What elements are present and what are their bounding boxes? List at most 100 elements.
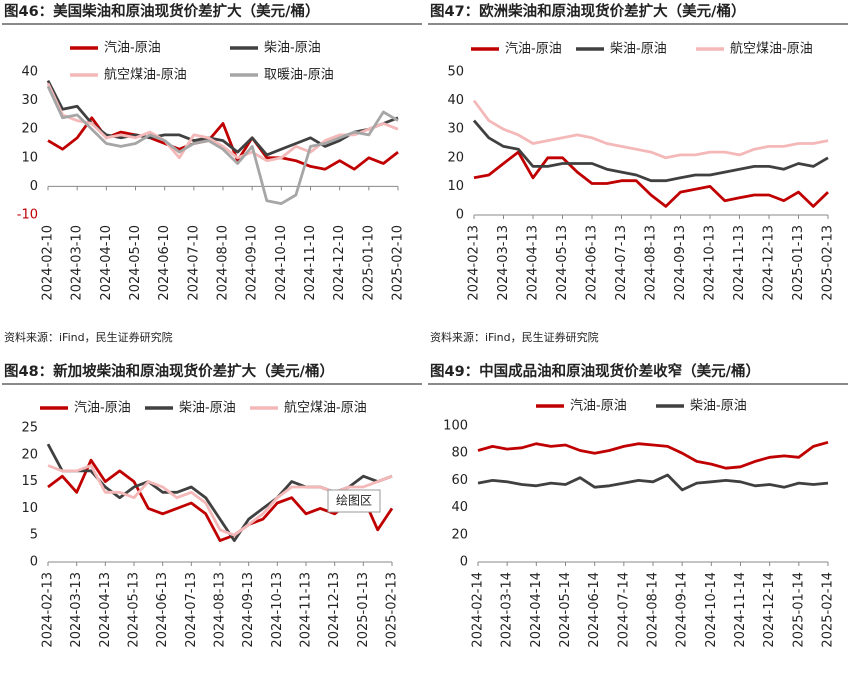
x-tick-label: 2024-08-13 [644,225,659,301]
y-tick-label: 20 [21,447,38,462]
x-tick-label: 2024-07-14 [616,572,631,648]
legend-label: 柴油-原油 [610,42,667,57]
x-tick-label: 2025-02-13 [385,572,400,648]
x-tick-label: 2024-10-13 [270,572,285,648]
y-tick-label: 60 [451,473,468,488]
x-tick-label: 2024-08-10 [216,225,231,301]
y-tick-label: 80 [451,446,468,461]
x-tick-label: 2025-01-13 [791,225,806,301]
x-tick-label: 2024-10-14 [704,572,719,648]
tooltip: 绘图区 [336,493,372,508]
x-tick-label: 2024-05-10 [128,225,143,301]
x-tick-label: 2024-08-13 [213,572,228,648]
x-tick-label: 2024-09-13 [241,572,256,648]
x-tick-label: 2024-09-13 [673,225,688,301]
x-tick-label: 2024-11-13 [732,225,747,301]
legend-label: 汽油-原油 [570,399,627,414]
y-tick-label: 0 [30,555,38,570]
y-tick-label: 0 [456,208,464,223]
y-tick-label: 5 [30,528,38,543]
x-tick-label: 2024-10-10 [274,225,289,301]
x-tick-label: 2024-11-13 [299,572,314,648]
legend-label: 汽油-原油 [74,401,131,416]
series-line [46,85,399,205]
y-tick-label: 10 [21,501,38,516]
legend-label: 航空煤油-原油 [284,400,367,416]
x-tick-label: 2024-06-14 [587,572,602,648]
source-note: 资料来源：iFind，民生证券研究院 [430,330,599,344]
y-tick-label: 0 [460,555,468,570]
chart-title: 图48：新加坡柴油和原油现货价差扩大（美元/桶） [4,362,334,380]
legend-label: 柴油-原油 [179,401,236,416]
x-tick-label: 2024-04-10 [99,225,114,301]
x-tick-label: 2024-03-13 [496,225,511,301]
x-tick-label: 2025-02-10 [391,225,406,301]
x-tick-label: 2024-04-13 [98,572,113,648]
x-tick-label: 2024-02-13 [41,572,56,648]
y-tick-label: 15 [21,474,38,489]
y-tick-label: 0 [30,179,38,194]
y-tick-label: 25 [21,421,38,436]
y-tick-label: 20 [21,122,38,137]
x-tick-label: 2025-01-13 [356,572,371,648]
y-tick-label: 100 [443,419,468,434]
x-tick-label: 2024-11-10 [303,225,318,301]
y-tick-label: 40 [21,65,38,80]
y-tick-label: 50 [447,65,464,80]
x-tick-label: 2024-05-13 [555,225,570,301]
series-line [46,82,399,163]
legend-label: 航空煤油-原油 [730,41,813,57]
y-tick-label: 40 [447,93,464,108]
x-tick-label: 2024-04-14 [529,572,544,648]
x-tick-label: 2024-09-14 [675,572,690,648]
x-tick-label: 2024-06-13 [155,572,170,648]
x-tick-label: 2024-07-13 [184,572,199,648]
x-tick-label: 2024-06-13 [585,225,600,301]
y-tick-label: 10 [447,179,464,194]
x-tick-label: 2024-06-10 [157,225,172,301]
series-line [47,458,394,542]
y-tick-label: 30 [447,122,464,137]
y-tick-label: 30 [21,93,38,108]
x-tick-label: 2024-12-13 [327,572,342,648]
x-tick-label: 2025-02-14 [821,572,836,648]
x-tick-label: 2024-09-10 [245,225,260,301]
x-tick-label: 2024-04-13 [526,225,541,301]
source-note: 资料来源：iFind，民生证券研究院 [4,330,173,344]
x-tick-label: 2024-11-14 [733,572,748,648]
legend-label: 汽油-原油 [505,42,562,57]
series-line [477,440,829,470]
x-tick-label: 2024-10-13 [703,225,718,301]
chart-title: 图49：中国成品油和原油现货价差收窄（美元/桶） [430,362,760,380]
legend-label: 航空煤油-原油 [104,67,187,83]
x-tick-label: 2025-02-13 [821,225,836,301]
legend-label: 取暖油-原油 [264,68,334,83]
series-line [472,119,829,183]
x-tick-label: 2025-01-10 [361,225,376,301]
x-tick-label: 2024-03-13 [69,572,84,648]
x-tick-label: 2024-02-13 [467,225,482,301]
x-tick-label: 2024-05-13 [127,572,142,648]
chart-title: 图46：美国柴油和原油现货价差扩大（美元/桶） [4,2,319,20]
series-line [477,473,829,492]
x-tick-label: 2024-12-10 [332,225,347,301]
legend-label: 柴油-原油 [690,399,747,414]
tooltip-box [327,489,381,513]
legend-label: 汽油-原油 [104,41,161,56]
x-tick-label: 2024-08-14 [646,572,661,648]
x-tick-label: 2024-12-14 [762,572,777,648]
series-line [472,99,829,160]
x-tick-label: 2024-05-14 [558,572,573,648]
x-tick-label: 2024-07-10 [186,225,201,301]
series-line [473,150,829,208]
y-tick-label: 20 [447,150,464,165]
y-tick-label: 20 [451,527,468,542]
x-tick-label: 2024-07-13 [614,225,629,301]
series-line [46,79,399,157]
x-tick-label: 2024-12-13 [762,225,777,301]
y-tick-label: 40 [451,500,468,515]
legend-label: 柴油-原油 [264,41,321,56]
y-tick-label: -10 [17,208,38,223]
chart-title: 图47：欧洲柴油和原油现货价差扩大（美元/桶） [430,2,745,20]
